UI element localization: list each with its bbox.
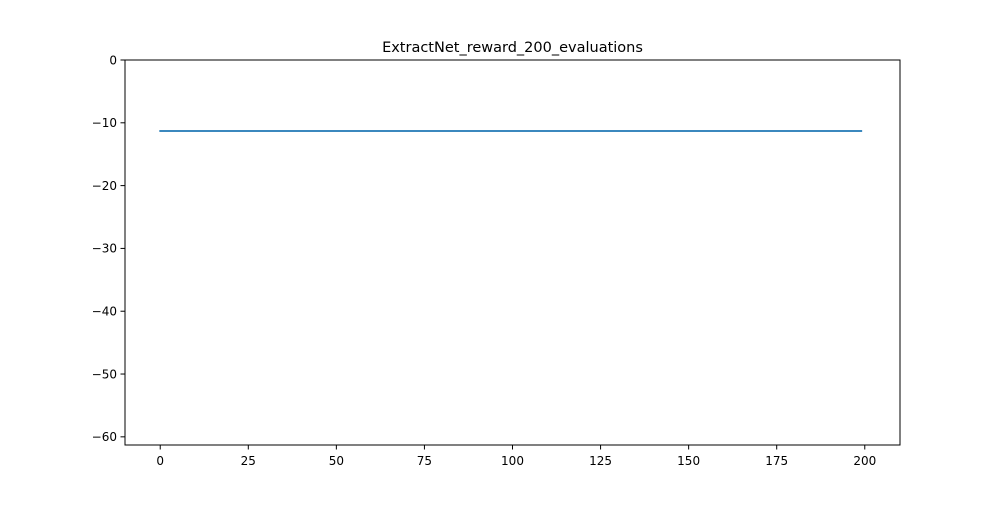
x-tick-label: 0 [156,454,164,468]
x-tick-label: 150 [677,454,700,468]
x-tick-label: 200 [853,454,876,468]
x-tick-label: 175 [765,454,788,468]
plot-area-frame [124,59,901,446]
x-tick-label: 25 [241,454,256,468]
y-tick-label: −50 [92,367,117,381]
x-tick-label: 125 [589,454,612,468]
y-tick-label: −60 [92,430,117,444]
x-tick-label: 75 [417,454,432,468]
chart-title: ExtractNet_reward_200_evaluations [382,40,643,56]
y-axis: 0 −10 −20 −30 −40 −50 −60 [92,53,125,444]
y-tick-label: −10 [92,116,117,130]
x-axis: 0 25 50 75 100 125 150 175 200 [156,445,876,468]
x-tick-label: 50 [329,454,344,468]
y-tick-label: −30 [92,242,117,256]
y-tick-label: 0 [109,53,117,67]
y-tick-label: −40 [92,305,117,319]
y-tick-label: −20 [92,179,117,193]
x-tick-label: 100 [501,454,524,468]
